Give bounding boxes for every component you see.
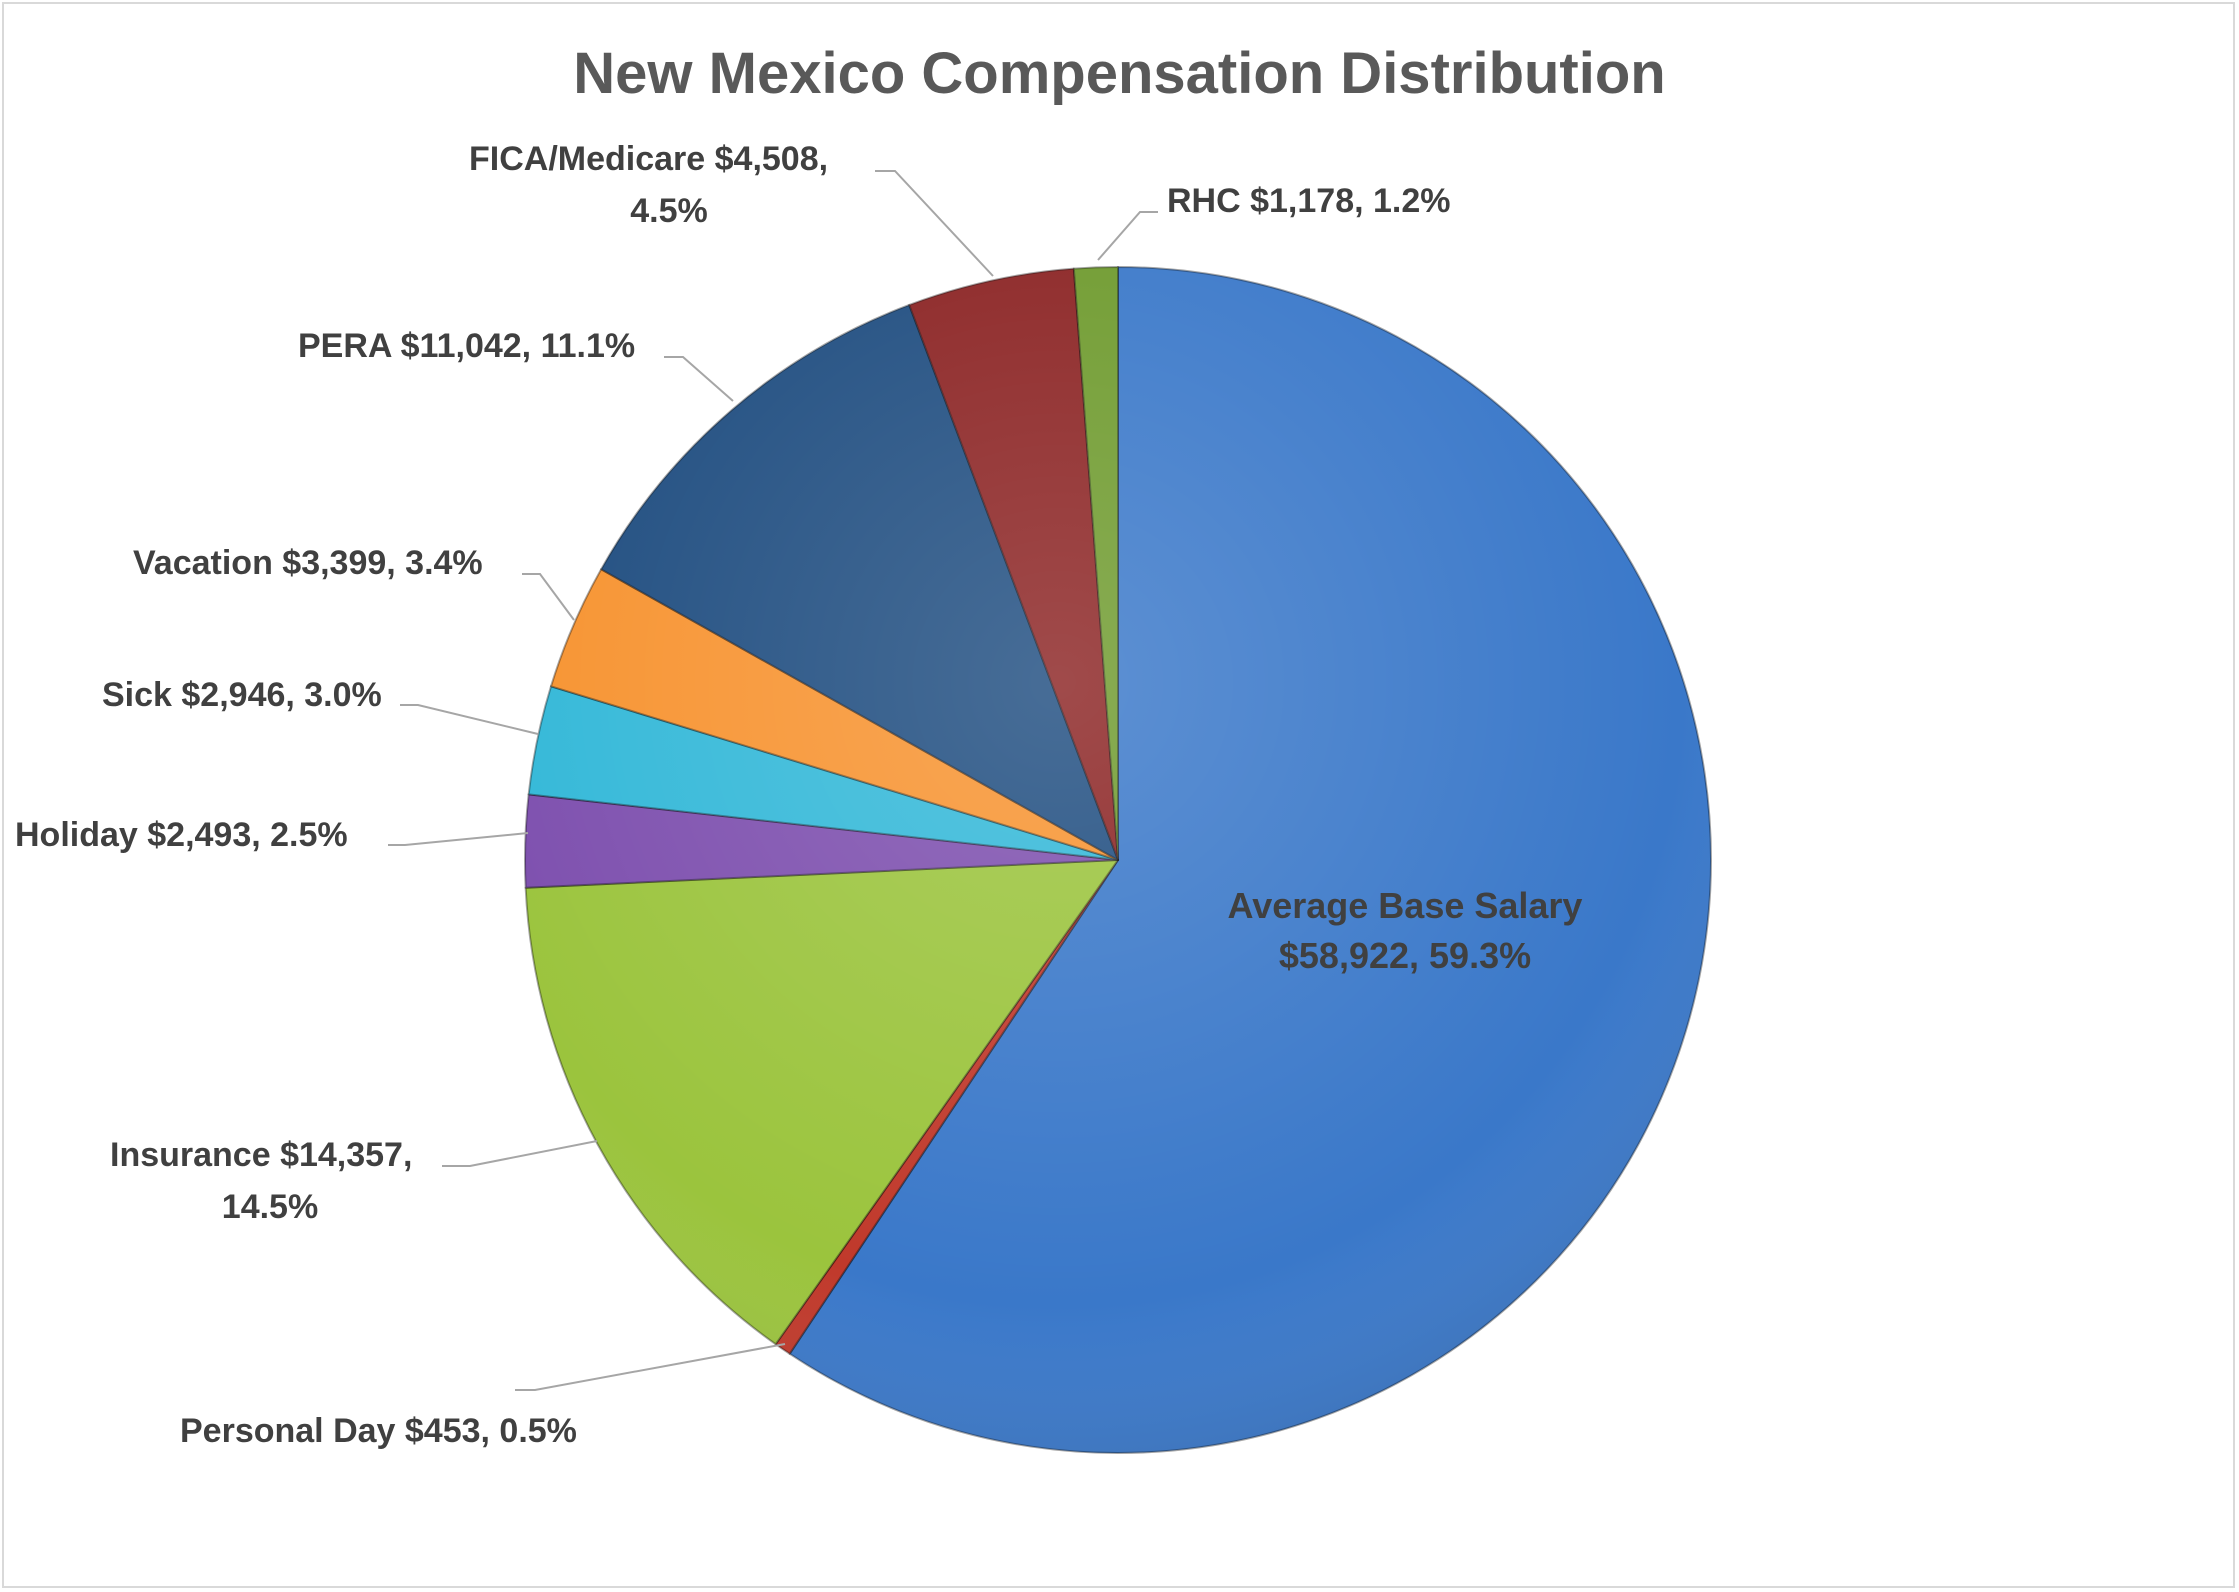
data-label-insurance: Insurance $14,357, 14.5% — [110, 1136, 412, 1226]
data-label-sick: Sick $2,946, 3.0% — [102, 676, 382, 714]
data-label-line: 4.5% — [630, 192, 708, 230]
data-label-personal-day: Personal Day $453, 0.5% — [180, 1412, 577, 1450]
data-label-line: FICA/Medicare $4,508, — [469, 140, 828, 178]
data-label-line: Personal Day $453, 0.5% — [180, 1412, 577, 1450]
data-label-average-base-salary: Average Base Salary $58,922, 59.3% — [1228, 885, 1583, 976]
data-label-line: Vacation $3,399, 3.4% — [133, 544, 483, 582]
data-label-pera: PERA $11,042, 11.1% — [298, 327, 635, 365]
data-label-line: RHC $1,178, 1.2% — [1167, 182, 1451, 220]
leader-line-holiday — [388, 832, 529, 846]
data-label-line: Average Base Salary — [1228, 885, 1583, 926]
leader-lines — [388, 170, 1158, 1391]
data-label-fica-medicare: FICA/Medicare $4,508, 4.5% — [469, 140, 828, 230]
leader-line-rhc — [1097, 211, 1158, 261]
slice-labels: Average Base Salary $58,922, 59.3% Persona… — [15, 140, 1582, 1450]
leader-line-fica-medicare — [875, 170, 994, 277]
data-label-line: Holiday $2,493, 2.5% — [15, 816, 348, 854]
data-label-line: 14.5% — [222, 1188, 318, 1226]
chart-title: New Mexico Compensation Distribution — [573, 41, 1666, 106]
leader-line-sick — [400, 704, 539, 735]
pie-slices — [524, 266, 1713, 1454]
leader-line-vacation — [522, 573, 575, 621]
data-label-line: $58,922, 59.3% — [1279, 935, 1531, 976]
data-label-vacation: Vacation $3,399, 3.4% — [133, 544, 483, 582]
data-label-line: Sick $2,946, 3.0% — [102, 676, 382, 714]
data-label-holiday: Holiday $2,493, 2.5% — [15, 816, 348, 854]
leader-line-insurance — [442, 1140, 598, 1167]
data-label-line: PERA $11,042, 11.1% — [298, 327, 635, 365]
leader-line-pera — [664, 356, 734, 402]
data-label-line: Insurance $14,357, — [110, 1136, 412, 1174]
leader-line-personal-day — [515, 1343, 786, 1391]
data-label-rhc: RHC $1,178, 1.2% — [1167, 182, 1451, 220]
